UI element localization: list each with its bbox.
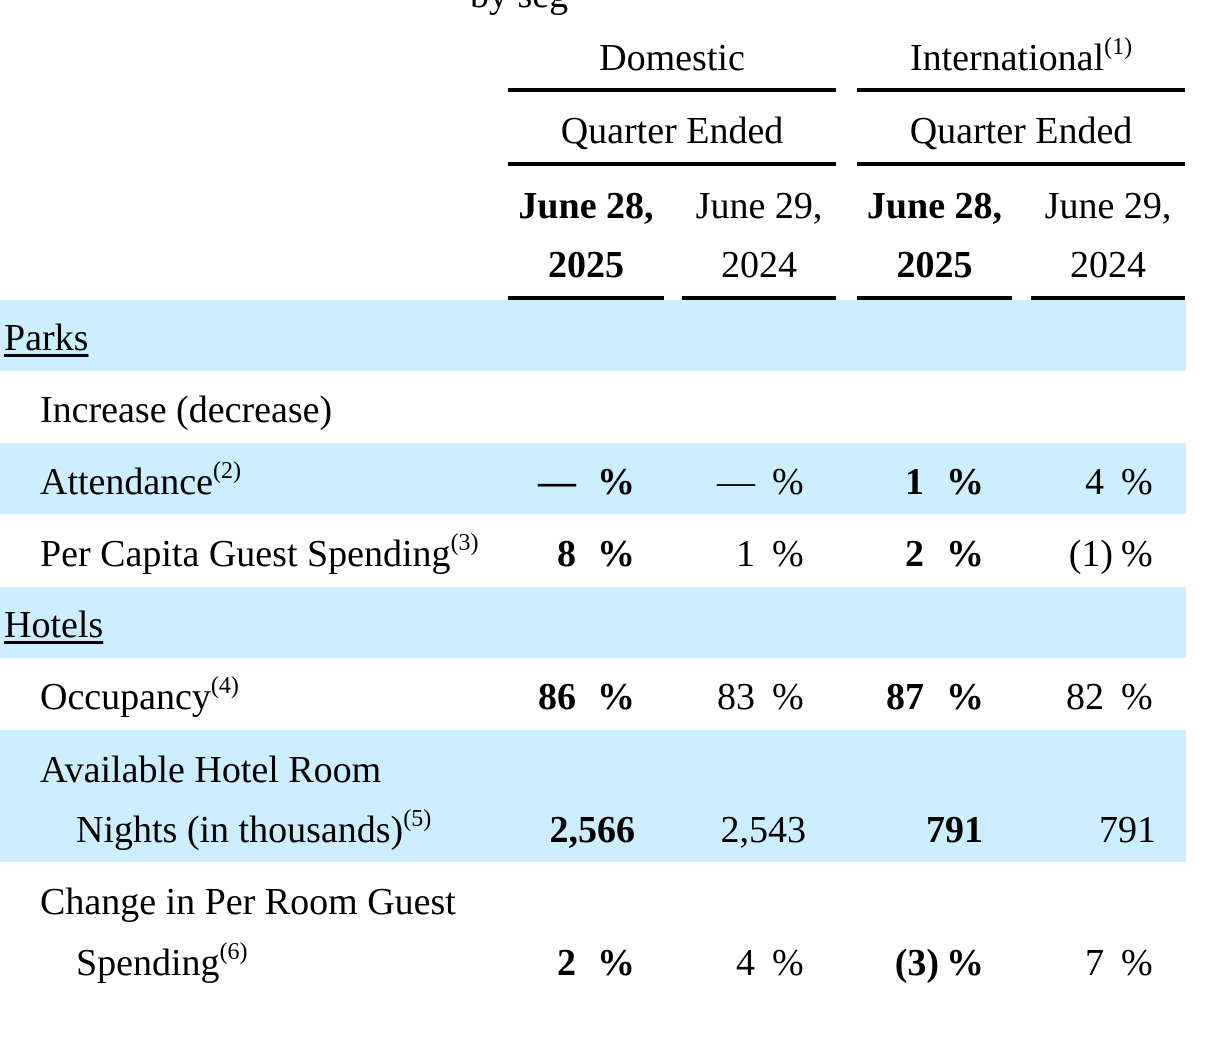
room-nights-c1: 2,566	[549, 809, 636, 851]
band-parks	[0, 300, 1186, 371]
room-nights-c2: 2,543	[720, 809, 807, 851]
occupancy-c1: 86	[538, 676, 576, 718]
per-capita-c4: (1)	[1068, 533, 1113, 575]
room-nights-footnote: (5)	[403, 806, 432, 832]
occupancy-c4: 82	[1066, 676, 1104, 718]
per-capita-footnote: (3)	[450, 530, 479, 556]
attendance-c2-pct: %	[772, 461, 804, 503]
header-international-footnote: (1)	[1104, 34, 1133, 60]
row-label-increase: Increase (decrease)	[40, 389, 333, 431]
col2-header-line1: June 29,	[695, 185, 823, 227]
col4-header-line2: 2024	[1070, 244, 1146, 286]
room-spending-c3: (3)	[894, 942, 939, 984]
room-nights-c3: 791	[926, 809, 983, 851]
col3-header-line2: 2025	[896, 244, 973, 286]
col4-header-line1: June 29,	[1044, 185, 1172, 227]
rule-quarter-domestic	[508, 162, 836, 166]
rule-col3	[857, 296, 1012, 300]
room-spending-c2: 4	[736, 942, 755, 984]
section-parks: Parks	[4, 317, 89, 359]
header-quarter-ended-international: Quarter Ended	[909, 110, 1133, 152]
attendance-c3: 1	[905, 461, 924, 503]
occupancy-c3-pct: %	[946, 676, 984, 718]
section-hotels: Hotels	[4, 604, 104, 646]
attendance-c2: —	[717, 461, 755, 503]
row-label-room-nights-line2: Nights (in thousands)(5)	[76, 806, 432, 852]
band-hotels	[0, 587, 1186, 658]
room-spending-c4: 7	[1085, 942, 1104, 984]
occupancy-c2: 83	[717, 676, 755, 718]
room-nights-label: Nights (in thousands)	[76, 809, 404, 851]
rule-col1	[508, 296, 664, 300]
attendance-c3-pct: %	[946, 461, 984, 503]
per-capita-label: Per Capita Guest Spending	[40, 533, 451, 575]
occupancy-c3: 87	[886, 676, 924, 718]
header-international-label: International	[909, 37, 1105, 79]
occupancy-footnote: (4)	[210, 673, 239, 699]
occupancy-c4-pct: %	[1121, 676, 1153, 718]
row-label-attendance: Attendance(2)	[40, 458, 242, 504]
rule-col4	[1031, 296, 1185, 300]
row-label-room-nights-line1: Available Hotel Room	[40, 749, 382, 791]
row-label-occupancy: Occupancy(4)	[40, 673, 239, 719]
attendance-footnote: (2)	[213, 458, 242, 484]
attendance-c1: —	[538, 461, 576, 503]
band-room-nights	[0, 730, 1186, 862]
room-spending-c1-pct: %	[597, 942, 635, 984]
per-capita-c1-pct: %	[597, 533, 635, 575]
room-spending-footnote: (6)	[219, 939, 248, 965]
rule-international	[857, 88, 1185, 92]
col2-header-line2: 2024	[721, 244, 797, 286]
occupancy-c1-pct: %	[597, 676, 635, 718]
per-capita-c3-pct: %	[946, 533, 984, 575]
band-attendance	[0, 443, 1186, 514]
header-domestic: Domestic	[599, 37, 745, 79]
header-international: International(1)	[857, 34, 1185, 80]
attendance-c4-pct: %	[1121, 461, 1153, 503]
rule-domestic	[508, 88, 836, 92]
header-quarter-ended-domestic: Quarter Ended	[560, 110, 784, 152]
col1-header-line1: June 28,	[518, 185, 654, 227]
room-spending-c3-pct: %	[946, 942, 984, 984]
row-label-room-spending-line1: Change in Per Room Guest	[40, 881, 456, 923]
rule-col2	[682, 296, 836, 300]
room-spending-c4-pct: %	[1121, 942, 1153, 984]
attendance-c4: 4	[1085, 461, 1104, 503]
per-capita-c1: 8	[557, 533, 576, 575]
attendance-c1-pct: %	[597, 461, 635, 503]
room-spending-c2-pct: %	[772, 942, 804, 984]
per-capita-c2-pct: %	[772, 533, 804, 575]
occupancy-label: Occupancy	[40, 676, 211, 718]
row-label-per-capita: Per Capita Guest Spending(3)	[40, 530, 479, 576]
cropped-top-text: by seg	[470, 0, 568, 17]
col3-header-line1: June 28,	[866, 185, 1003, 227]
col1-header-line2: 2025	[548, 244, 624, 286]
room-spending-c1: 2	[557, 942, 576, 984]
per-capita-c4-pct: %	[1121, 533, 1153, 575]
row-label-room-spending-line2: Spending(6)	[76, 939, 248, 985]
rule-quarter-international	[857, 162, 1185, 166]
room-nights-c4: 791	[1099, 809, 1156, 851]
attendance-label: Attendance	[40, 461, 214, 503]
room-spending-label: Spending	[76, 942, 220, 984]
occupancy-c2-pct: %	[772, 676, 804, 718]
per-capita-c2: 1	[736, 533, 755, 575]
per-capita-c3: 2	[905, 533, 924, 575]
